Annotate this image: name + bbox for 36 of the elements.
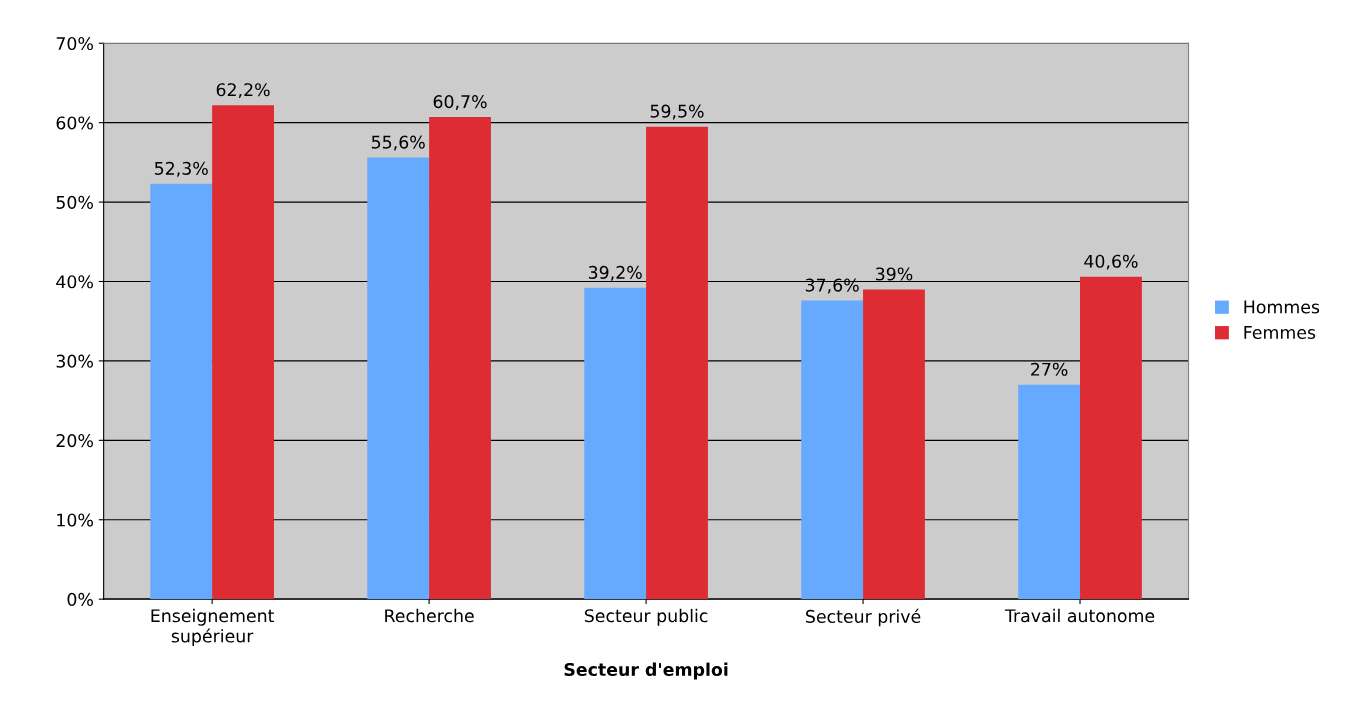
y-tick-label: 0% [67,592,93,606]
y-tick-label: 10% [57,513,93,527]
data-label: 39,2% [588,265,642,281]
legend-label: Femmes [1244,326,1316,339]
data-label: 55,6% [371,135,425,151]
data-label: 27% [1031,362,1068,376]
y-tick-label: 60% [56,116,93,130]
x-tick-label: Travail autonome [1004,608,1155,623]
x-tick-label: Enseignement supérieur [151,608,275,646]
data-label: 39% [876,267,913,281]
data-label: 37,6% [805,278,859,294]
x-axis-title: Secteur d'emploi [564,662,728,680]
y-tick-label: 70% [56,36,93,51]
data-label: 62,2% [216,83,270,99]
bar [863,289,925,600]
bar [646,126,708,600]
data-label: 52,3% [154,161,208,177]
y-tick-label: 40% [56,275,93,289]
bar [584,287,647,600]
data-label: 59,5% [650,104,704,120]
legend-label: Hommes [1244,300,1320,314]
bar [801,300,864,600]
bar [150,183,213,600]
x-tick-label: Recherche [385,608,474,623]
y-tick-label: 50% [56,195,93,209]
x-tick-label: Secteur public [584,608,708,626]
bar [367,157,430,600]
data-label: 60,7% [433,95,487,110]
y-tick-label: 20% [56,434,93,448]
bar [212,105,274,600]
bar [1080,276,1142,600]
y-tick-label: 30% [56,354,93,368]
bar [429,117,491,600]
bar [1018,384,1081,600]
x-tick-label: Secteur privé [806,608,921,627]
data-label: 40,6% [1084,254,1138,270]
